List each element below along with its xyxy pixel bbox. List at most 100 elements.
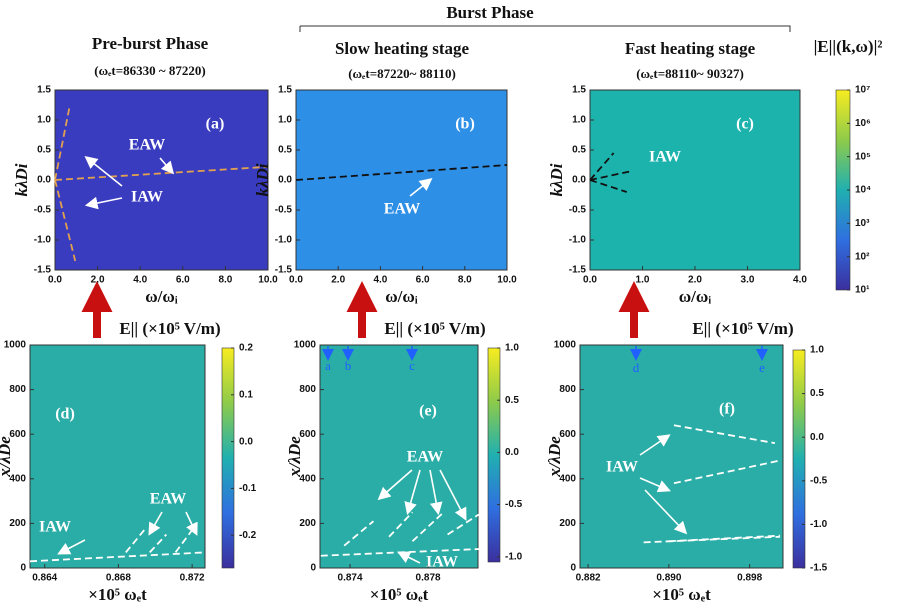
x-axis-label: ×10⁵ ωₑt	[370, 585, 429, 604]
x-tick-label: 0.890	[656, 573, 681, 584]
y-axis-label: kλDi	[253, 163, 272, 196]
colorbar-tick-label: -1.0	[505, 551, 523, 562]
y-tick-label: 0.5	[37, 145, 51, 156]
colorbar-tick-label: 0.2	[239, 343, 253, 354]
x-tick-label: 0.878	[416, 573, 441, 584]
dashed-guide	[643, 535, 781, 544]
panel-title: Pre-burst Phase	[92, 34, 209, 53]
y-tick-label: 800	[9, 384, 26, 395]
x-tick-label: 8.0	[218, 275, 232, 286]
time-marker: a	[325, 358, 331, 373]
wave-annotation: EAW	[150, 491, 186, 508]
dashed-guide	[149, 533, 167, 554]
plot-area	[579, 344, 784, 569]
wave-annotation: IAW	[426, 554, 458, 571]
x-tick-label: 4.0	[373, 275, 387, 286]
panel-title: Slow heating stage	[335, 39, 470, 58]
annotation-arrow	[644, 489, 688, 535]
panel-label: (c)	[736, 116, 754, 133]
annotation-arrow	[409, 178, 433, 197]
x-tick-label: 0.874	[338, 573, 363, 584]
wave-annotation: IAW	[649, 149, 681, 166]
colorbar-tick-label: 10⁶	[855, 118, 871, 129]
x-tick-label: 2.0	[331, 275, 345, 286]
y-tick-label: -1.0	[34, 235, 52, 246]
plot-area	[295, 89, 508, 271]
y-tick-label: -0.5	[569, 205, 587, 216]
x-tick-label: 0.872	[180, 573, 205, 584]
dashed-guide	[125, 529, 145, 553]
colorbar-tick-label: 0.5	[505, 395, 519, 406]
colorbar-label: E|| (×10⁵ V/m)	[119, 319, 220, 338]
x-axis-label: ×10⁵ ωₑt	[88, 585, 147, 604]
x-tick-label: 0.864	[32, 573, 57, 584]
panel-label: (b)	[455, 116, 475, 133]
annotation-arrow	[377, 469, 413, 501]
x-axis-label: ω/ωᵢ	[679, 287, 712, 306]
y-tick-label: 0.0	[278, 175, 292, 186]
y-tick-label: 1.5	[37, 85, 51, 96]
y-tick-label: 1.0	[37, 115, 51, 126]
annotation-arrow	[639, 434, 671, 456]
dashed-guide	[388, 511, 414, 538]
y-axis-label: x/λDe	[0, 436, 14, 478]
y-tick-label: 600	[9, 429, 26, 440]
annotation-arrow	[185, 511, 198, 536]
dashed-guide	[29, 551, 206, 563]
colorbar-tick-label: 10⁵	[855, 151, 871, 162]
x-tick-label: 2.0	[688, 275, 702, 286]
dashed-guide	[54, 104, 71, 181]
x-tick-label: 3.0	[741, 275, 755, 286]
y-tick-label: 1.0	[278, 115, 292, 126]
x-axis-label: ω/ωᵢ	[385, 287, 418, 306]
colorbar	[792, 349, 806, 569]
dashed-guide	[668, 534, 781, 543]
time-marker: c	[409, 358, 415, 373]
colorbar-tick-label: 0.0	[239, 436, 253, 447]
y-tick-label: 400	[559, 473, 576, 484]
colorbar-tick-label: -0.1	[239, 483, 257, 494]
colorbar-tick-label: 10⁴	[855, 185, 871, 196]
wave-annotation: IAW	[131, 189, 163, 206]
colorbar	[221, 347, 235, 569]
y-tick-label: 1.5	[278, 85, 292, 96]
x-axis-label: ω/ωᵢ	[145, 287, 178, 306]
y-tick-label: 400	[9, 473, 26, 484]
x-tick-label: 4.0	[793, 275, 807, 286]
y-tick-label: 200	[559, 518, 576, 529]
y-tick-label: 800	[299, 384, 316, 395]
time-marker: b	[345, 358, 352, 373]
wave-annotation: EAW	[407, 449, 443, 466]
y-tick-label: 0	[310, 563, 316, 574]
colorbar	[487, 347, 501, 563]
x-tick-label: 1.0	[636, 275, 650, 286]
y-tick-label: 0.0	[37, 175, 51, 186]
y-tick-label: 1.5	[572, 85, 586, 96]
colorbar-label: E|| (×10⁵ V/m)	[692, 319, 793, 338]
dashed-guide	[54, 179, 77, 262]
red-arrows	[81, 281, 650, 338]
colorbar-tick-label: 10⁷	[855, 85, 870, 96]
colorbar-tick-label: 0.0	[810, 432, 824, 443]
colorbar-tick-label: 1.0	[505, 343, 519, 354]
y-axis-label: x/λDe	[545, 436, 564, 478]
colorbar-tick-label: -0.5	[810, 475, 828, 486]
y-tick-label: -1.5	[275, 265, 293, 276]
y-tick-label: 1000	[554, 340, 577, 351]
annotation-arrow	[84, 156, 123, 187]
dashed-guide	[343, 520, 375, 547]
plot-area	[29, 344, 206, 569]
annotation-arrow	[84, 196, 123, 210]
colorbar-tick-label: 0.0	[505, 447, 519, 458]
y-tick-label: -0.5	[275, 205, 293, 216]
x-tick-label: 6.0	[416, 275, 430, 286]
panel-subtitle: (ωₑt=86330 ~ 87220)	[94, 63, 206, 78]
y-tick-label: -1.0	[275, 235, 293, 246]
y-tick-label: -1.0	[569, 235, 587, 246]
colorbar-tick-label: 0.5	[810, 388, 824, 399]
dashed-guide	[54, 165, 269, 181]
colorbar-label: E|| (×10⁵ V/m)	[384, 319, 485, 338]
y-tick-label: 1.0	[572, 115, 586, 126]
annotation-arrow	[57, 539, 86, 555]
